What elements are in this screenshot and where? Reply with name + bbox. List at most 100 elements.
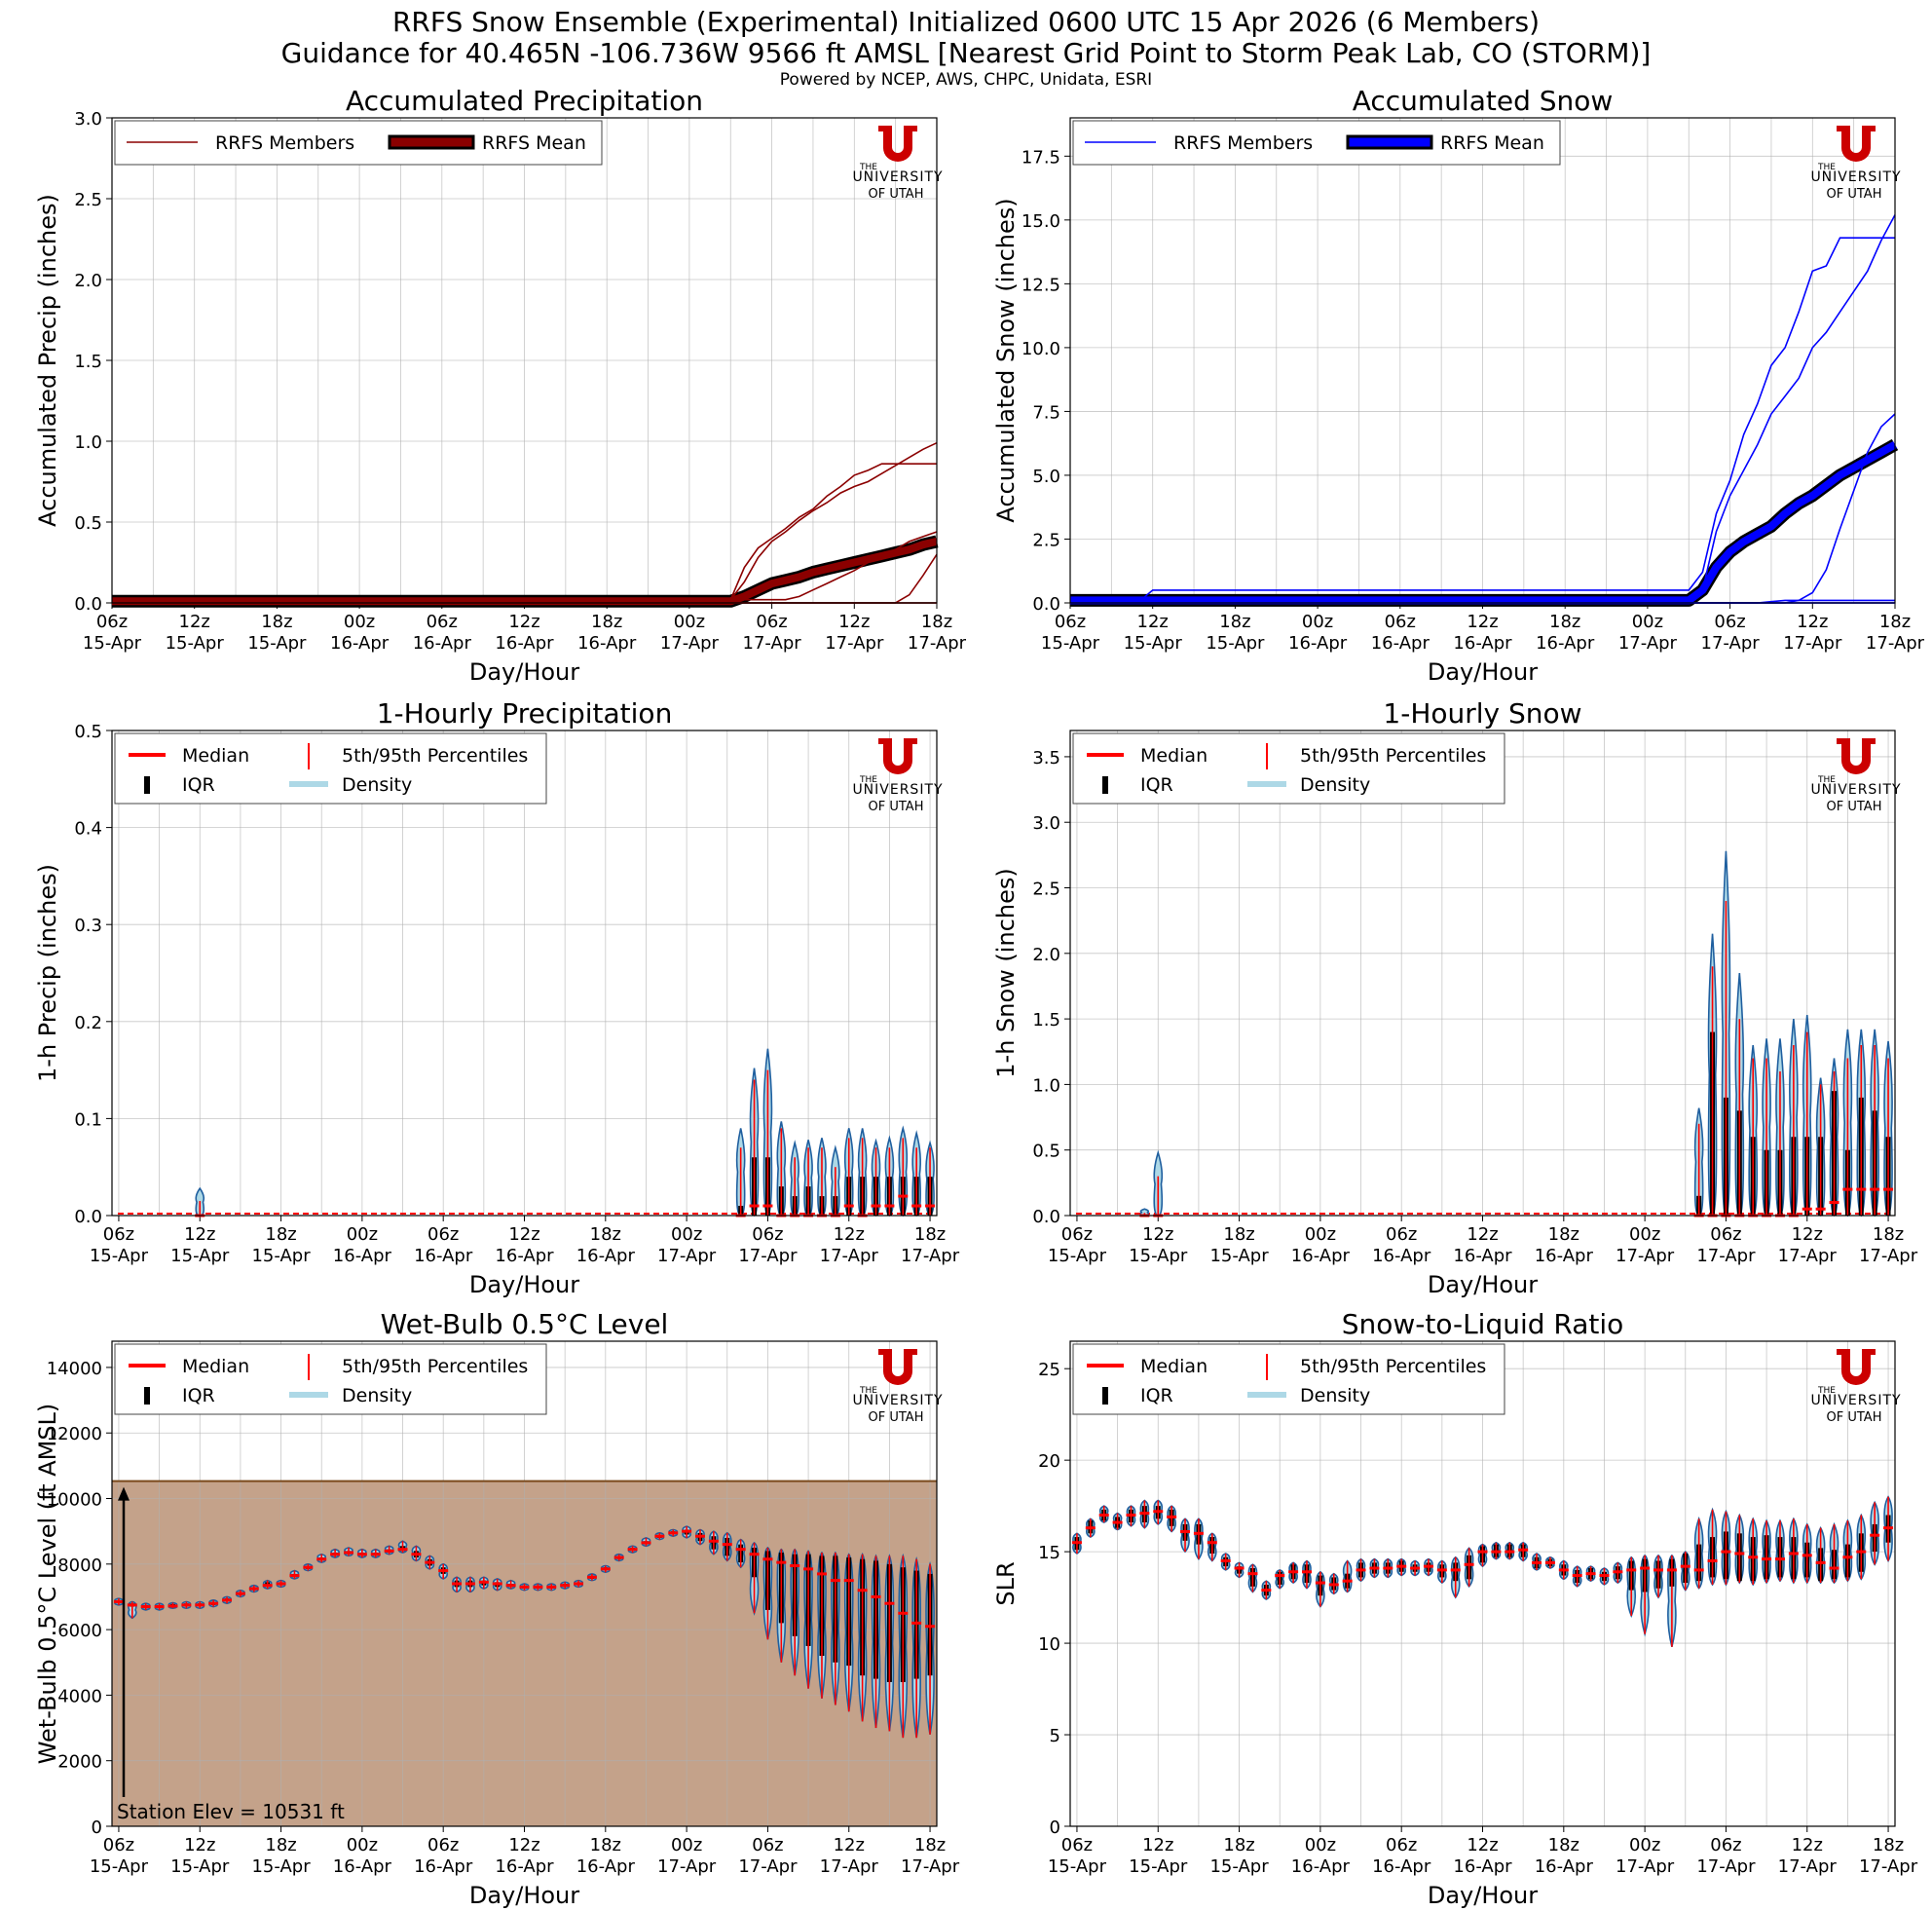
- y-tick-label: 10: [1038, 1634, 1060, 1655]
- x-tick-label: 18z: [1879, 612, 1911, 632]
- logo-text-university: UNIVERSITY: [1810, 169, 1901, 185]
- legend-iqr-swatch: [144, 776, 150, 794]
- y-tick-label: 0.5: [74, 722, 102, 742]
- x-tick-label: 18z: [1873, 1835, 1904, 1855]
- x-tick-label: 16-Apr: [333, 1856, 392, 1877]
- x-tick-label: 15-Apr: [1209, 1856, 1269, 1877]
- legend-iqr-label: IQR: [182, 1385, 215, 1406]
- x-tick-label: 17-Apr: [1859, 1246, 1918, 1266]
- x-tick-label: 15-Apr: [1129, 1246, 1188, 1266]
- legend-mean-patch: [388, 134, 475, 150]
- y-tick-label: 15: [1038, 1543, 1060, 1563]
- legend-median-label: Median: [182, 1356, 249, 1377]
- x-tick-label: 17-Apr: [1696, 1856, 1756, 1877]
- y-tick-label: 1.5: [74, 352, 102, 372]
- logo-text-the: THE: [859, 1386, 877, 1396]
- legend-box: [114, 732, 547, 805]
- y-tick-label: 1.0: [74, 432, 102, 453]
- y-tick-label: 12000: [47, 1424, 102, 1444]
- x-tick-label: 00z: [344, 612, 375, 632]
- x-tick-label: 16-Apr: [1288, 633, 1348, 654]
- station-elev-label: Station Elev = 10531 ft: [117, 1800, 345, 1823]
- x-tick-label: 16-Apr: [414, 1856, 473, 1877]
- legend-mean-label: RRFS Mean: [482, 132, 586, 154]
- y-tick-label: 0.0: [1032, 594, 1060, 615]
- legend-percentile-label: 5th/95th Percentiles: [342, 745, 528, 767]
- legend-median-label: Median: [1140, 745, 1208, 767]
- x-tick-label: 18z: [261, 612, 292, 632]
- x-tick-label: 15-Apr: [1041, 633, 1100, 654]
- x-tick-label: 06z: [103, 1835, 134, 1855]
- x-axis-label: Day/Hour: [469, 658, 579, 686]
- series-member-m2: [1070, 214, 1896, 604]
- x-tick-label: 12z: [508, 1835, 539, 1855]
- y-tick-label: 0: [92, 1817, 102, 1838]
- x-tick-label: 17-Apr: [1616, 1856, 1675, 1877]
- x-tick-label: 18z: [1548, 1224, 1579, 1245]
- y-axis-label: Wet-Bulb 0.5°C Level (ft AMSL): [34, 1404, 61, 1765]
- x-tick-label: 12z: [1467, 1835, 1498, 1855]
- utah-u-icon: [1837, 126, 1876, 162]
- x-tick-label: 18z: [1223, 1224, 1254, 1245]
- x-tick-label: 17-Apr: [825, 633, 884, 654]
- x-axis-label: Day/Hour: [469, 1882, 579, 1909]
- x-tick-label: 15-Apr: [170, 1856, 230, 1877]
- y-tick-label: 0.2: [74, 1013, 102, 1033]
- x-tick-label: 16-Apr: [1372, 1246, 1431, 1266]
- x-tick-label: 06z: [427, 1224, 459, 1245]
- station-elev-arrowhead: [118, 1486, 130, 1501]
- x-tick-label: 06z: [1386, 1224, 1417, 1245]
- x-tick-label: 06z: [427, 1835, 459, 1855]
- logo-text-of-utah: OF UTAH: [1827, 1410, 1882, 1425]
- y-tick-label: 7.5: [1032, 402, 1060, 423]
- x-tick-label: 12z: [184, 1835, 215, 1855]
- x-tick-label: 12z: [508, 1224, 539, 1245]
- x-tick-label: 00z: [347, 1224, 378, 1245]
- x-tick-label: 17-Apr: [660, 633, 720, 654]
- x-tick-label: 18z: [921, 612, 952, 632]
- x-tick-label: 00z: [1629, 1224, 1660, 1245]
- x-tick-label: 16-Apr: [495, 1246, 554, 1266]
- y-tick-label: 2.5: [74, 190, 102, 210]
- x-tick-label: 17-Apr: [1866, 633, 1925, 654]
- x-tick-label: 12z: [1467, 612, 1498, 632]
- y-tick-label: 14000: [47, 1359, 102, 1379]
- x-tick-label: 15-Apr: [170, 1246, 230, 1266]
- utah-u-icon: [1837, 1349, 1876, 1385]
- x-tick-label: 06z: [1710, 1835, 1741, 1855]
- panel-title: 1-Hourly Precipitation: [377, 697, 673, 730]
- y-axis-label: SLR: [992, 1561, 1020, 1605]
- x-tick-label: 00z: [671, 1835, 702, 1855]
- x-tick-label: 16-Apr: [1291, 1246, 1351, 1266]
- panel-title: Snow-to-Liquid Ratio: [1342, 1308, 1624, 1340]
- x-tick-label: 06z: [1385, 612, 1416, 632]
- x-tick-label: 12z: [834, 1835, 865, 1855]
- panel-title: Wet-Bulb 0.5°C Level: [381, 1308, 669, 1340]
- x-tick-label: 06z: [1061, 1224, 1093, 1245]
- x-axis-label: Day/Hour: [1428, 1882, 1538, 1909]
- logo-text-of-utah: OF UTAH: [869, 800, 924, 814]
- y-tick-label: 2.5: [1032, 880, 1060, 900]
- y-tick-label: 17.5: [1022, 147, 1060, 168]
- logo-text-the: THE: [1817, 1386, 1836, 1396]
- y-tick-label: 1.5: [1032, 1010, 1060, 1030]
- plot-frame: [1069, 730, 1896, 1217]
- x-tick-label: 18z: [1549, 612, 1580, 632]
- y-tick-label: 25: [1038, 1360, 1060, 1380]
- logo-text-the: THE: [1817, 163, 1836, 172]
- utah-u-icon: [878, 1349, 917, 1385]
- x-tick-label: 17-Apr: [738, 1856, 798, 1877]
- y-tick-label: 2.0: [1032, 945, 1060, 965]
- x-tick-label: 06z: [756, 612, 787, 632]
- legend-iqr-label: IQR: [1140, 1385, 1173, 1406]
- x-axis-label: Day/Hour: [1428, 1271, 1538, 1298]
- y-axis-label: Accumulated Precip (inches): [34, 194, 61, 527]
- x-tick-label: 00z: [1632, 612, 1663, 632]
- x-tick-label: 16-Apr: [576, 1856, 636, 1877]
- x-tick-label: 16-Apr: [1372, 1856, 1431, 1877]
- x-tick-label: 16-Apr: [1453, 633, 1512, 654]
